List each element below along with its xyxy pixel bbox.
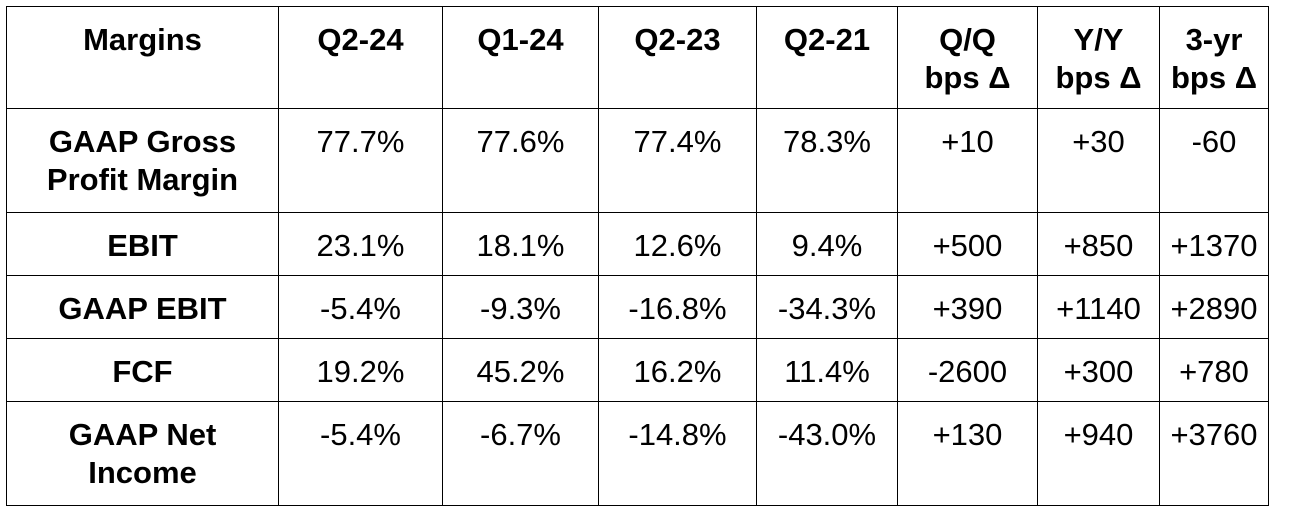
table-cell: -14.8% xyxy=(598,401,757,506)
table-cell: -2600 xyxy=(897,338,1038,402)
table-cell: +390 xyxy=(897,275,1038,339)
table-cell: 77.7% xyxy=(278,108,443,213)
header-qq-bps: Q/Q bps Δ xyxy=(897,6,1038,109)
header-row: Margins Q2-24 Q1-24 Q2-23 Q2-21 Q/Q bps Δ… xyxy=(6,6,1269,109)
header-margins: Margins xyxy=(6,6,279,109)
table-cell: 23.1% xyxy=(278,212,443,276)
table-cell: 16.2% xyxy=(598,338,757,402)
table-cell: +1140 xyxy=(1037,275,1160,339)
table-cell: 77.4% xyxy=(598,108,757,213)
table-row: EBIT 23.1% 18.1% 12.6% 9.4% +500 +850 +1… xyxy=(6,212,1269,276)
header-q2-21: Q2-21 xyxy=(756,6,898,109)
table-cell: -43.0% xyxy=(756,401,898,506)
table-cell: 78.3% xyxy=(756,108,898,213)
header-yy-bps: Y/Y bps Δ xyxy=(1037,6,1160,109)
margins-table-container: Margins Q2-24 Q1-24 Q2-23 Q2-21 Q/Q bps Δ… xyxy=(6,6,1269,506)
table-cell: 77.6% xyxy=(442,108,599,213)
table-cell: -34.3% xyxy=(756,275,898,339)
header-q1-24: Q1-24 xyxy=(442,6,599,109)
table-cell: -5.4% xyxy=(278,275,443,339)
table-cell: +1370 xyxy=(1159,212,1269,276)
row-label-gaap-net-income: GAAP Net Income xyxy=(6,401,279,506)
margins-table: Margins Q2-24 Q1-24 Q2-23 Q2-21 Q/Q bps Δ… xyxy=(6,6,1269,506)
table-cell: +30 xyxy=(1037,108,1160,213)
row-label-gaap-ebit: GAAP EBIT xyxy=(6,275,279,339)
table-cell: -60 xyxy=(1159,108,1269,213)
table-row: GAAP Gross Profit Margin 77.7% 77.6% 77.4… xyxy=(6,108,1269,213)
table-row: GAAP EBIT -5.4% -9.3% -16.8% -34.3% +390… xyxy=(6,275,1269,339)
header-q2-24: Q2-24 xyxy=(278,6,443,109)
table-cell: +3760 xyxy=(1159,401,1269,506)
table-cell: +10 xyxy=(897,108,1038,213)
table-cell: -5.4% xyxy=(278,401,443,506)
table-cell: 12.6% xyxy=(598,212,757,276)
table-cell: 9.4% xyxy=(756,212,898,276)
header-3yr-bps: 3-yr bps Δ xyxy=(1159,6,1269,109)
table-cell: +130 xyxy=(897,401,1038,506)
table-cell: 11.4% xyxy=(756,338,898,402)
table-cell: 18.1% xyxy=(442,212,599,276)
row-label-gaap-gross-profit-margin: GAAP Gross Profit Margin xyxy=(6,108,279,213)
table-cell: 19.2% xyxy=(278,338,443,402)
table-cell: +300 xyxy=(1037,338,1160,402)
header-q2-23: Q2-23 xyxy=(598,6,757,109)
table-row: FCF 19.2% 45.2% 16.2% 11.4% -2600 +300 +… xyxy=(6,338,1269,402)
table-cell: 45.2% xyxy=(442,338,599,402)
table-cell: +780 xyxy=(1159,338,1269,402)
row-label-fcf: FCF xyxy=(6,338,279,402)
table-cell: +500 xyxy=(897,212,1038,276)
table-cell: +850 xyxy=(1037,212,1160,276)
row-label-ebit: EBIT xyxy=(6,212,279,276)
table-cell: -6.7% xyxy=(442,401,599,506)
table-row: GAAP Net Income -5.4% -6.7% -14.8% -43.0%… xyxy=(6,401,1269,506)
table-cell: +940 xyxy=(1037,401,1160,506)
table-cell: -16.8% xyxy=(598,275,757,339)
table-cell: -9.3% xyxy=(442,275,599,339)
table-cell: +2890 xyxy=(1159,275,1269,339)
